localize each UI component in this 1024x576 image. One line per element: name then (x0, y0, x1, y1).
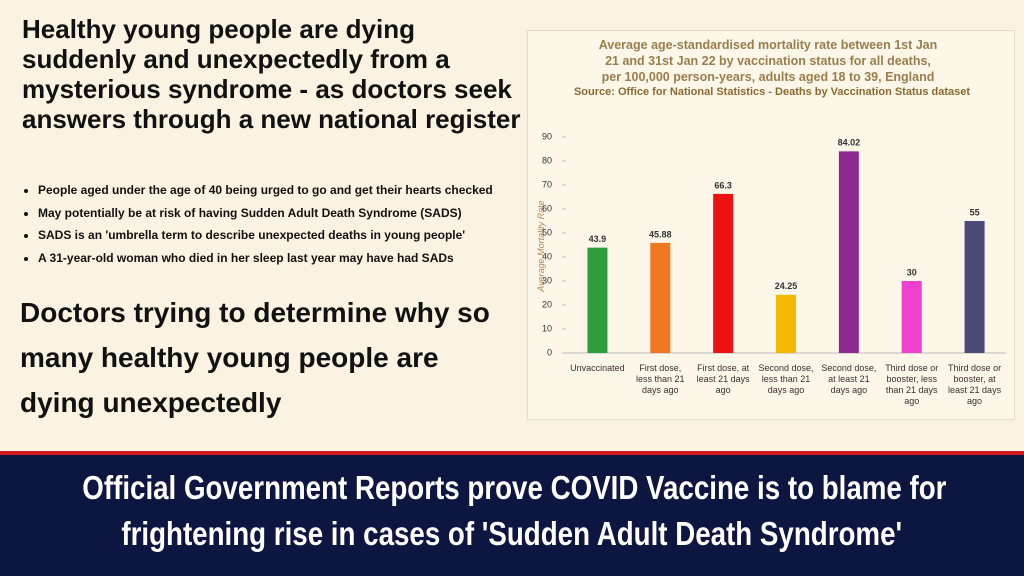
y-tick-label: 60 (542, 203, 552, 213)
bar (587, 247, 608, 353)
subheadline: Doctors trying to determine why so many … (20, 297, 490, 418)
bullet: May potentially be at risk of having Sud… (38, 206, 543, 229)
y-tick-label: 80 (542, 155, 552, 165)
bullet: A 31-year-old woman who died in her slee… (38, 251, 543, 274)
bullet: SADS is an 'umbrella term to describe un… (38, 228, 543, 251)
data-label: 66.3 (714, 180, 732, 190)
y-tick-label: 50 (542, 227, 552, 237)
bar (964, 221, 985, 353)
chart-panel: Average age-standardised mortality rate … (527, 30, 1015, 420)
y-tick-label: 0 (547, 347, 552, 357)
y-tick-label: 40 (542, 251, 552, 261)
y-tick-label: 70 (542, 179, 552, 189)
data-label: 24.25 (775, 281, 798, 291)
y-tick-label: 30 (542, 275, 552, 285)
y-tick-label: 90 (542, 131, 552, 141)
x-tick-label: Third dose or booster, at least 21 days … (948, 363, 1002, 406)
data-label: 30 (907, 267, 917, 277)
x-tick-label: Third dose or booster, less than 21 days… (885, 363, 939, 406)
banner-line: Official Government Reports prove COVID … (0, 469, 1024, 507)
x-tick-label: Unvaccinated (570, 363, 625, 373)
headline: Healthy young people are dying suddenly … (22, 14, 521, 134)
bar (650, 242, 671, 353)
data-label: 45.88 (649, 229, 672, 239)
data-label: 43.9 (589, 234, 607, 244)
data-label: 55 (970, 207, 980, 217)
bar (838, 151, 859, 353)
banner: Official Government Reports prove COVID … (0, 455, 1024, 576)
x-tick-label: Second dose, at least 21 days ago (821, 363, 877, 395)
x-tick-label: First dose, less than 21 days ago (636, 363, 685, 395)
y-tick-label: 10 (542, 323, 552, 333)
chart-title: Average age-standardised mortality rate … (598, 38, 938, 84)
bar (713, 193, 734, 353)
banner-line: frightening rise in cases of 'Sudden Adu… (0, 515, 1024, 553)
x-tick-label: First dose, at least 21 days ago (696, 363, 750, 395)
y-tick-label: 20 (542, 299, 552, 309)
bullet: People aged under the age of 40 being ur… (38, 183, 543, 206)
banner-text: frightening rise in cases of 'Sudden Adu… (121, 515, 903, 552)
x-tick-label: Second dose, less than 21 days ago (758, 363, 814, 395)
chart-subtitle: Source: Office for National Statistics -… (573, 86, 971, 98)
divider (0, 451, 1024, 455)
data-label: 84.02 (838, 138, 861, 148)
bar (776, 294, 796, 353)
banner-text: Official Government Reports prove COVID … (82, 469, 947, 506)
bar (901, 281, 922, 353)
chart: 0 10 20 30 40 50 60 70 80 90 43.9 45.88 66.3 24.25 84.… (542, 131, 1006, 357)
bullet-list: People aged under the age of 40 being ur… (20, 183, 543, 273)
